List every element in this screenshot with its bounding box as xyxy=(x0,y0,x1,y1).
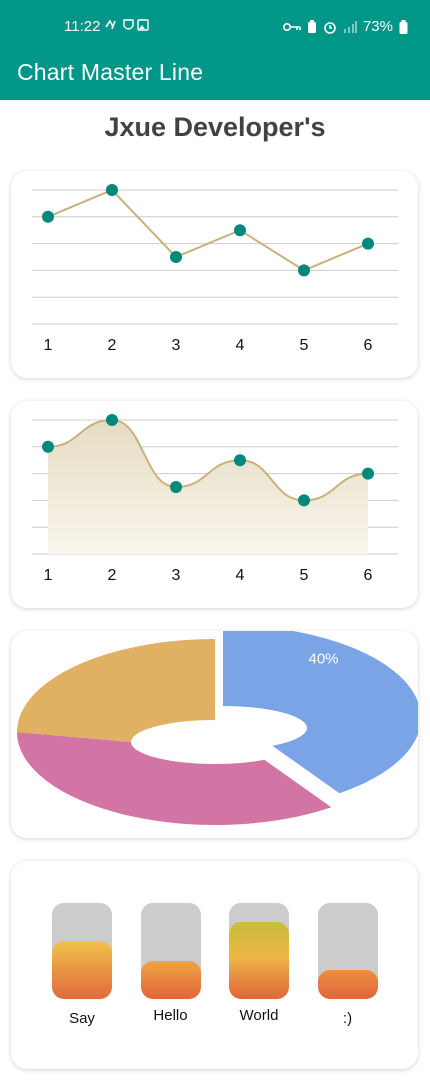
battery-level: 73% xyxy=(362,18,393,35)
donut-chart: 40% xyxy=(17,631,418,825)
x-tick-label: 5 xyxy=(300,567,309,584)
donut-slice xyxy=(223,631,418,794)
data-point xyxy=(42,210,54,223)
x-tick-label: 5 xyxy=(300,337,309,354)
x-tick-label: 1 xyxy=(44,337,53,354)
data-point xyxy=(362,237,374,250)
area-fill xyxy=(48,420,368,554)
app-title: Chart Master Line xyxy=(17,59,204,85)
series-line xyxy=(47,188,369,272)
bar-track xyxy=(52,903,112,999)
bar-track xyxy=(229,903,289,999)
app-bar: Chart Master Line xyxy=(0,52,430,100)
bar-track xyxy=(140,903,201,999)
area-chart-card: 1 2 3 4 5 6 xyxy=(11,401,418,608)
bar-fill xyxy=(317,970,378,999)
bar-label: :) xyxy=(342,1010,353,1027)
x-tick-label: 6 xyxy=(364,567,373,584)
data-point xyxy=(106,414,118,426)
data-point xyxy=(234,224,246,237)
data-point xyxy=(170,481,182,493)
notification-icons xyxy=(104,17,150,33)
alarm-icon xyxy=(324,21,336,34)
notification-icon xyxy=(105,19,149,31)
x-tick-label: 2 xyxy=(108,337,117,354)
key-icon xyxy=(282,22,301,31)
bar-label: World xyxy=(239,1007,279,1024)
status-right: 73% xyxy=(282,18,408,35)
bar-track xyxy=(317,903,378,999)
area-chart: 1 2 3 4 5 6 xyxy=(32,414,398,584)
line-chart-card: 1 2 3 4 5 6 xyxy=(11,171,418,378)
data-point xyxy=(170,251,182,263)
data-point xyxy=(234,454,246,467)
data-point xyxy=(298,494,310,507)
status-time: 11:22 xyxy=(64,18,101,35)
x-tick-label: 1 xyxy=(44,567,53,584)
status-bar: 11:22 73% xyxy=(0,0,430,52)
bar-fill xyxy=(229,922,289,999)
x-tick-label: 3 xyxy=(172,567,181,584)
data-point xyxy=(106,184,118,196)
slice-label: 40% xyxy=(308,650,338,667)
donut-slice xyxy=(17,639,215,742)
bar-label: Hello xyxy=(153,1007,188,1024)
x-tick-label: 2 xyxy=(108,567,117,584)
battery-icon xyxy=(399,19,408,34)
x-tick-label: 4 xyxy=(236,567,245,584)
data-point xyxy=(42,440,54,453)
signal-icon xyxy=(343,20,357,33)
bar-label: Say xyxy=(69,1010,95,1027)
x-tick-label: 4 xyxy=(236,337,245,354)
donut-chart-card: 40% xyxy=(11,631,418,838)
x-tick-label: 6 xyxy=(364,337,373,354)
bar-fill xyxy=(52,941,112,999)
battery-saver-icon xyxy=(307,19,316,33)
data-point xyxy=(298,264,310,277)
bar-chart-card: Say Hello World:) xyxy=(11,861,418,1069)
data-point xyxy=(362,467,374,480)
donut-slice xyxy=(17,732,332,825)
x-tick-label: 3 xyxy=(172,337,181,354)
line-chart: 1 2 3 4 5 6 xyxy=(32,184,398,354)
bar-fill xyxy=(140,960,201,999)
page-title: Jxue Developer's xyxy=(104,112,326,142)
